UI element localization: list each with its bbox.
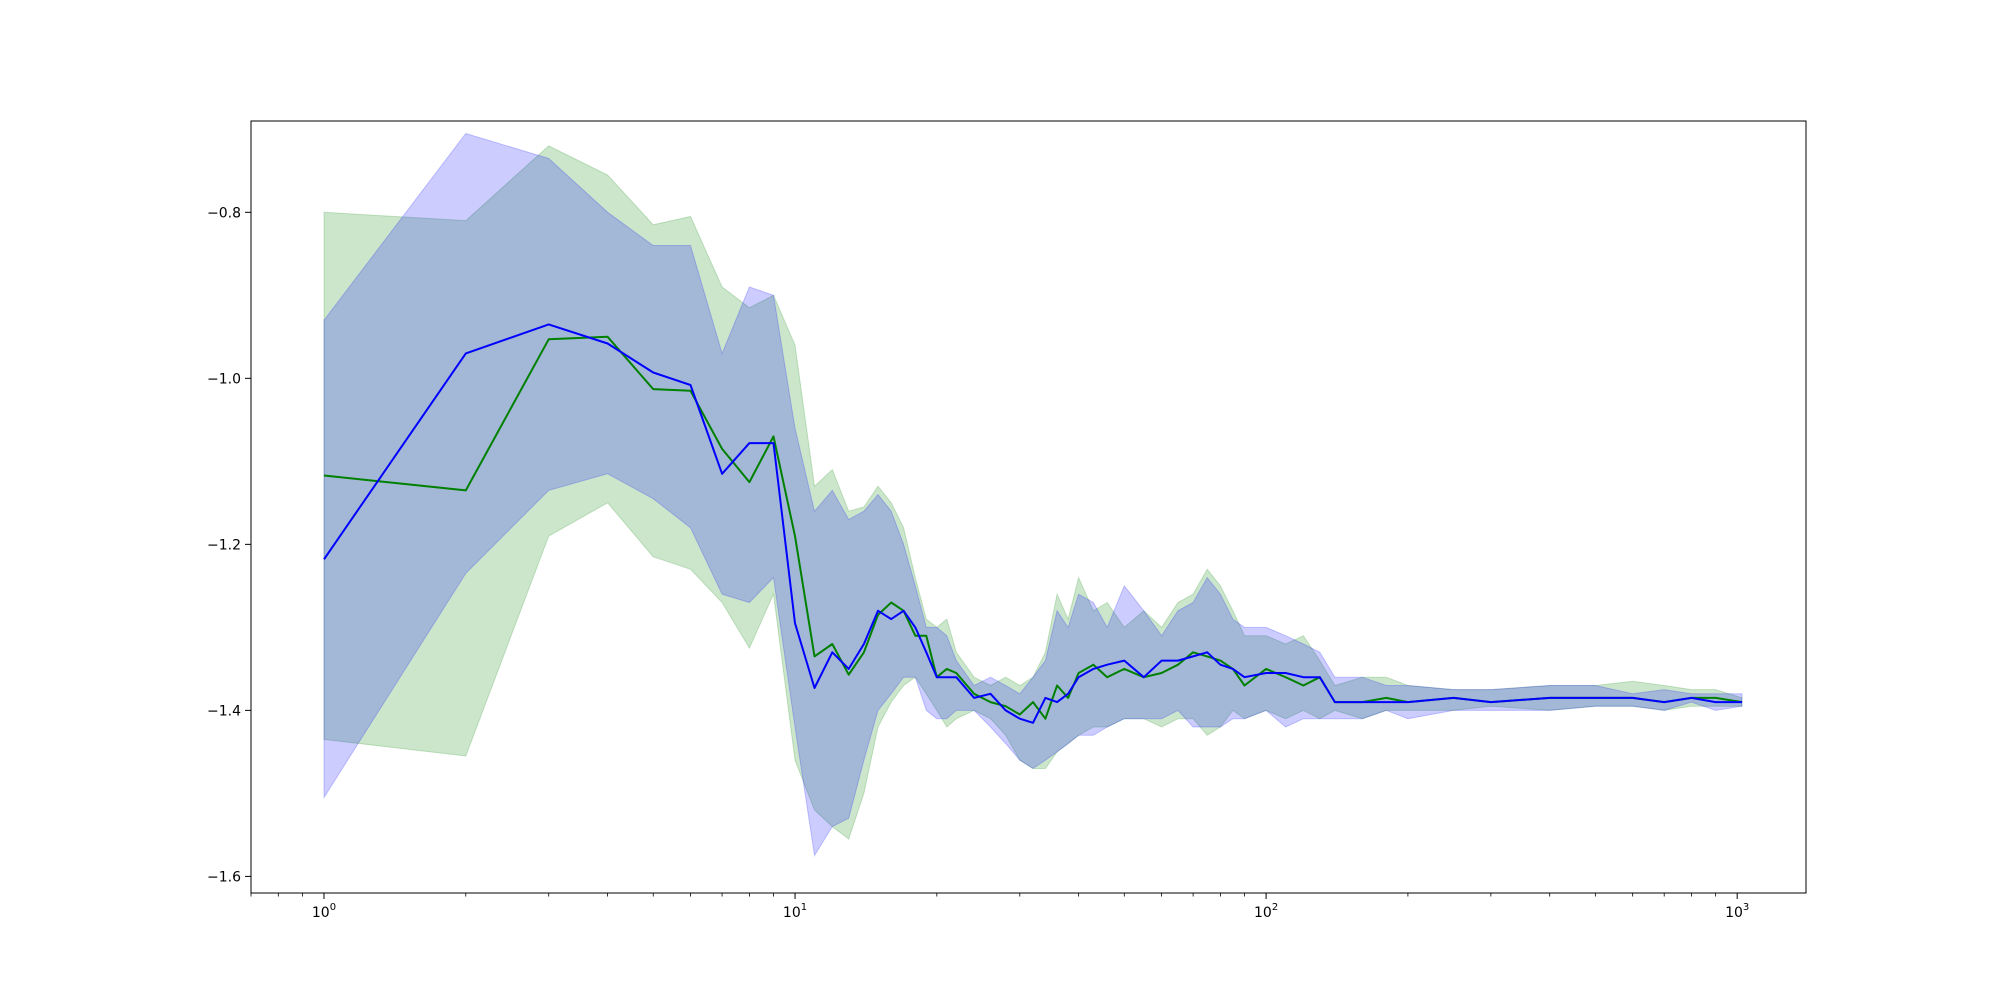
x-tick-label-1: 101 (783, 902, 807, 921)
series-1-line (323, 335, 1743, 720)
series-1-band (323, 145, 1743, 840)
x-axis: 100 101 102 103 (250, 893, 1749, 921)
x-tick-label-2: 102 (1254, 902, 1278, 921)
series-2-line (323, 323, 1742, 724)
y-tick-label-4: −0.8 (207, 205, 241, 221)
y-tick-label-0: −1.6 (207, 869, 241, 885)
y-tick-label-3: −1.0 (207, 371, 241, 387)
y-tick-label-1: −1.4 (207, 703, 241, 719)
x-tick-label-3: 103 (1725, 902, 1749, 921)
y-axis: −1.6 −1.4 −1.2 −1.0 −0.8 (207, 205, 251, 885)
plot-frame (250, 120, 1807, 894)
confidence-bands (323, 132, 1743, 858)
x-tick-label-0: 100 (312, 902, 336, 921)
y-tick-label-2: −1.2 (207, 537, 241, 553)
series-2-band (323, 132, 1743, 858)
series-lines (323, 323, 1743, 724)
